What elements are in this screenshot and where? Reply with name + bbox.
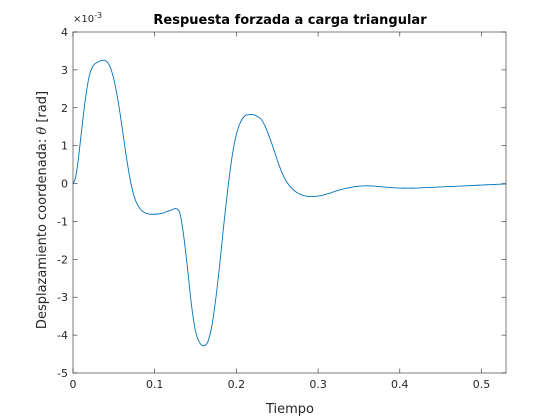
- y-tick-label: -1: [57, 215, 68, 228]
- y-axis-label-symbol: θ: [35, 127, 50, 135]
- y-axis-label-suffix: [rad]: [35, 91, 50, 127]
- x-tick-label: 0.5: [473, 378, 491, 391]
- y-tick-label: 4: [61, 26, 68, 39]
- chart-title: Respuesta forzada a carga triangular: [153, 13, 427, 28]
- x-tick-label: 0.3: [309, 378, 327, 391]
- y-tick-label: 0: [61, 178, 68, 191]
- y-tick-label: 2: [61, 102, 68, 115]
- x-tick-label: 0.4: [391, 378, 409, 391]
- y-tick-label: 1: [61, 140, 68, 153]
- plot-area: [73, 32, 506, 373]
- x-axis-label: Tiempo: [265, 402, 314, 417]
- y-axis-label: Desplazamiento coordenada: θ [rad]: [35, 91, 50, 329]
- y-axis-exponent-power: -3: [94, 11, 102, 20]
- y-axis-label-prefix: Desplazamiento coordenada:: [35, 135, 50, 329]
- y-tick-label: -4: [57, 329, 68, 342]
- x-tick-label: 0.1: [146, 378, 164, 391]
- y-tick-label: -3: [57, 291, 68, 304]
- y-tick-label: 3: [61, 64, 68, 77]
- x-tick-label: 0: [70, 378, 77, 391]
- y-tick-label: -5: [57, 367, 68, 380]
- y-axis-exponent-base: ×10: [73, 14, 94, 25]
- y-tick-label: -2: [57, 253, 68, 266]
- x-tick-label: 0.2: [228, 378, 246, 391]
